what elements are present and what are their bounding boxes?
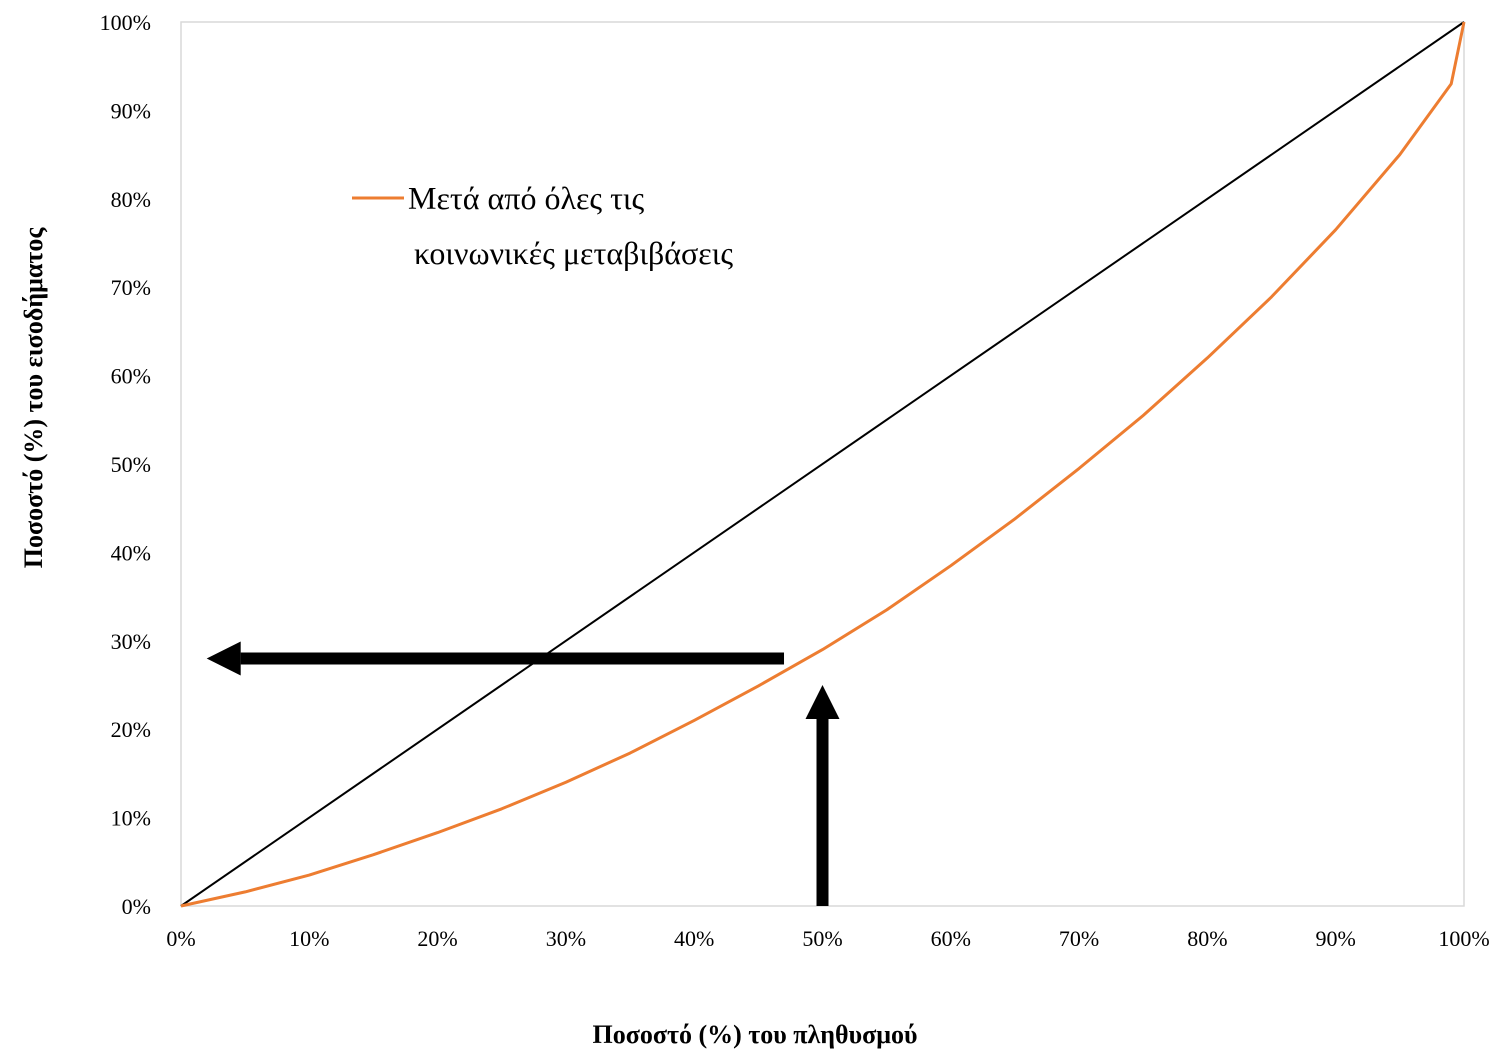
y-tick-label: 50%	[111, 452, 151, 477]
y-tick-label: 70%	[111, 275, 151, 300]
x-tick-label: 0%	[166, 926, 195, 951]
x-tick-label: 70%	[1059, 926, 1099, 951]
y-tick-label: 20%	[111, 717, 151, 742]
arrow-head	[206, 641, 241, 676]
x-tick-label: 50%	[802, 926, 842, 951]
y-tick-label: 30%	[111, 629, 151, 654]
arrow-up	[805, 685, 840, 906]
arrow-left	[206, 641, 785, 676]
arrow-head	[805, 685, 840, 719]
x-tick-label: 60%	[931, 926, 971, 951]
x-tick-label: 10%	[289, 926, 329, 951]
x-axis-title: Ποσοστό (%) του πληθυσμού	[592, 1020, 917, 1049]
y-tick-label: 100%	[100, 10, 151, 35]
x-tick-label: 100%	[1438, 926, 1489, 951]
y-tick-label: 80%	[111, 187, 151, 212]
lorenz-curve-line	[180, 21, 1466, 908]
equality-line	[180, 21, 1465, 907]
series-layer	[180, 21, 1466, 908]
x-tick-labels: 0% 10% 20% 30% 40% 50% 60% 70% 80% 90% 100%	[166, 926, 1489, 951]
x-tick-label: 30%	[546, 926, 586, 951]
legend: Μετά από όλες τις κοινωνικές μεταβιβάσει…	[352, 180, 733, 271]
y-tick-label: 0%	[122, 894, 151, 919]
y-axis-title: Ποσοστό (%) του εισοδήματος	[19, 227, 48, 569]
y-tick-label: 60%	[111, 364, 151, 389]
y-tick-labels: 0% 10% 20% 30% 40% 50% 60% 70% 80% 90% 100%	[100, 10, 151, 919]
annotation-layer	[206, 641, 840, 906]
x-tick-label: 20%	[417, 926, 457, 951]
x-tick-label: 80%	[1187, 926, 1227, 951]
y-tick-label: 10%	[111, 806, 151, 831]
legend-label-line-1: Μετά από όλες τις	[408, 180, 645, 216]
x-tick-label: 40%	[674, 926, 714, 951]
x-tick-label: 90%	[1316, 926, 1356, 951]
y-tick-label: 40%	[111, 540, 151, 565]
legend-label-line-2: κοινωνικές μεταβιβάσεις	[414, 235, 733, 271]
y-tick-label: 90%	[111, 98, 151, 123]
